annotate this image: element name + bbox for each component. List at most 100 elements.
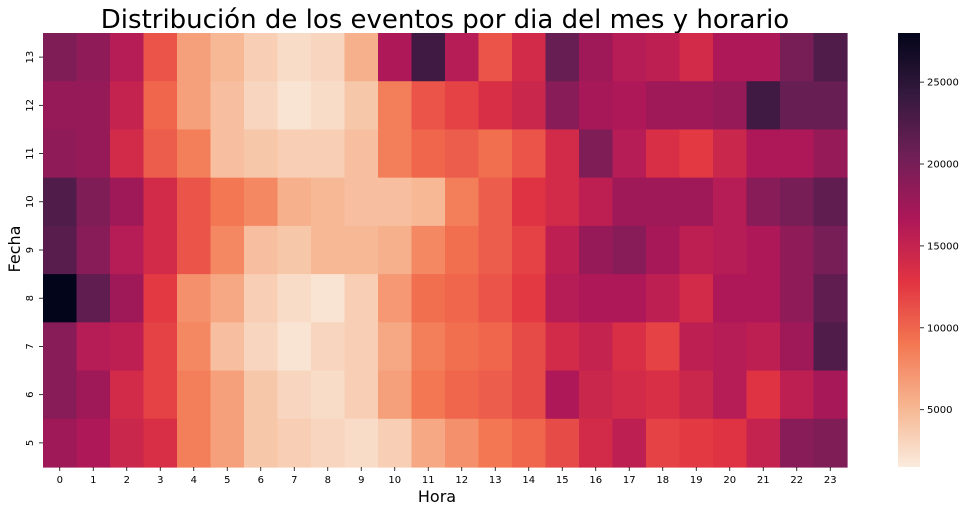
heatmap-cell-11-12 bbox=[445, 129, 480, 179]
heatmap-cell-6-16 bbox=[579, 370, 614, 420]
heatmap-cell-11-6 bbox=[244, 129, 279, 179]
heatmap-cell-13-0 bbox=[43, 33, 78, 82]
heatmap-cell-10-13 bbox=[478, 177, 513, 227]
heatmap-cell-10-14 bbox=[512, 177, 547, 227]
heatmap-cell-6-10 bbox=[378, 370, 413, 420]
heatmap-cell-8-9 bbox=[344, 274, 379, 323]
heatmap-cell-11-9 bbox=[344, 129, 379, 179]
heatmap-cell-13-15 bbox=[545, 33, 580, 82]
heatmap-cell-10-18 bbox=[646, 177, 681, 227]
x-tick-label: 14 bbox=[522, 475, 535, 486]
heatmap-cell-10-10 bbox=[378, 177, 413, 227]
heatmap-cell-13-19 bbox=[679, 33, 714, 82]
heatmap-cell-11-4 bbox=[177, 129, 212, 179]
heatmap-cell-6-12 bbox=[445, 370, 480, 420]
heatmap-cell-8-2 bbox=[110, 274, 145, 323]
heatmap-cell-11-14 bbox=[512, 129, 547, 179]
heatmap-cell-5-2 bbox=[110, 418, 145, 468]
heatmap-cell-6-8 bbox=[311, 370, 346, 420]
heatmap-cell-7-0 bbox=[43, 322, 78, 372]
x-tick-label: 16 bbox=[589, 475, 602, 486]
x-tick-label: 4 bbox=[191, 475, 197, 486]
heatmap-cell-13-11 bbox=[411, 33, 446, 82]
heatmap-cell-10-3 bbox=[143, 177, 178, 227]
heatmap-cell-9-10 bbox=[378, 225, 413, 275]
heatmap-cell-7-1 bbox=[76, 322, 111, 372]
heatmap-cell-8-13 bbox=[478, 274, 513, 323]
heatmap-cell-8-6 bbox=[244, 274, 279, 323]
x-tick-label: 10 bbox=[388, 475, 401, 486]
heatmap-cell-10-9 bbox=[344, 177, 379, 227]
heatmap-cell-8-0 bbox=[43, 274, 78, 323]
heatmap-cell-12-5 bbox=[210, 81, 245, 131]
heatmap-cell-13-23 bbox=[813, 33, 848, 82]
heatmap-cell-6-21 bbox=[746, 370, 781, 420]
x-tick-label: 5 bbox=[224, 475, 230, 486]
heatmap-cell-9-14 bbox=[512, 225, 547, 275]
heatmap-cell-7-8 bbox=[311, 322, 346, 372]
heatmap-cell-5-4 bbox=[177, 418, 212, 468]
heatmap-cell-6-18 bbox=[646, 370, 681, 420]
heatmap-cell-8-5 bbox=[210, 274, 245, 323]
heatmap-cell-11-22 bbox=[780, 129, 815, 179]
heatmap-cell-7-22 bbox=[780, 322, 815, 372]
heatmap-cell-7-11 bbox=[411, 322, 446, 372]
heatmap-cell-6-22 bbox=[780, 370, 815, 420]
heatmap-cell-11-16 bbox=[579, 129, 614, 179]
heatmap-cell-7-17 bbox=[612, 322, 647, 372]
heatmap-cell-11-21 bbox=[746, 129, 781, 179]
heatmap-cell-7-18 bbox=[646, 322, 681, 372]
heatmap-cell-5-7 bbox=[277, 418, 312, 468]
y-tick-label: 5 bbox=[25, 440, 36, 446]
heatmap-cell-5-9 bbox=[344, 418, 379, 468]
heatmap-cell-11-8 bbox=[311, 129, 346, 179]
heatmap-cell-10-16 bbox=[579, 177, 614, 227]
heatmap-cell-5-3 bbox=[143, 418, 178, 468]
heatmap-cell-5-1 bbox=[76, 418, 111, 468]
heatmap-cell-5-17 bbox=[612, 418, 647, 468]
heatmap-cell-6-20 bbox=[713, 370, 748, 420]
heatmap-cell-5-20 bbox=[713, 418, 748, 468]
heatmap-cell-8-12 bbox=[445, 274, 480, 323]
heatmap-cell-13-21 bbox=[746, 33, 781, 82]
heatmap-cell-12-8 bbox=[311, 81, 346, 131]
heatmap-cell-9-3 bbox=[143, 225, 178, 275]
heatmap-cell-6-0 bbox=[43, 370, 78, 420]
x-tick-label: 22 bbox=[790, 475, 803, 486]
heatmap-cell-13-22 bbox=[780, 33, 815, 82]
heatmap-cell-11-7 bbox=[277, 129, 312, 179]
heatmap-cell-12-14 bbox=[512, 81, 547, 131]
heatmap-cell-7-12 bbox=[445, 322, 480, 372]
x-tick-label: 11 bbox=[422, 475, 435, 486]
x-tick-label: 0 bbox=[57, 475, 63, 486]
heatmap-cell-6-19 bbox=[679, 370, 714, 420]
heatmap-cell-5-21 bbox=[746, 418, 781, 468]
heatmap-cell-13-1 bbox=[76, 33, 111, 82]
heatmap-cell-10-23 bbox=[813, 177, 848, 227]
heatmap-cell-7-23 bbox=[813, 322, 848, 372]
heatmap-cell-10-1 bbox=[76, 177, 111, 227]
heatmap-cell-12-13 bbox=[478, 81, 513, 131]
heatmap-cell-12-21 bbox=[746, 81, 781, 131]
y-axis-label: Fecha bbox=[5, 226, 24, 273]
heatmap-cell-5-6 bbox=[244, 418, 279, 468]
heatmap-cell-7-9 bbox=[344, 322, 379, 372]
heatmap-cell-5-14 bbox=[512, 418, 547, 468]
heatmap-cell-13-3 bbox=[143, 33, 178, 82]
heatmap-cell-5-13 bbox=[478, 418, 513, 468]
heatmap-cell-11-0 bbox=[43, 129, 78, 179]
heatmap-cell-10-12 bbox=[445, 177, 480, 227]
heatmap-cell-10-5 bbox=[210, 177, 245, 227]
heatmap-cell-5-23 bbox=[813, 418, 848, 468]
heatmap-cell-11-20 bbox=[713, 129, 748, 179]
heatmap-cell-12-15 bbox=[545, 81, 580, 131]
colorbar-tick-label: 20000 bbox=[927, 160, 959, 171]
heatmap-cell-8-16 bbox=[579, 274, 614, 323]
heatmap-cell-11-11 bbox=[411, 129, 446, 179]
heatmap-cell-12-6 bbox=[244, 81, 279, 131]
x-tick-label: 3 bbox=[157, 475, 163, 486]
colorbar-tick-label: 25000 bbox=[927, 78, 959, 89]
y-tick-label: 11 bbox=[25, 147, 36, 160]
heatmap-cell-7-13 bbox=[478, 322, 513, 372]
